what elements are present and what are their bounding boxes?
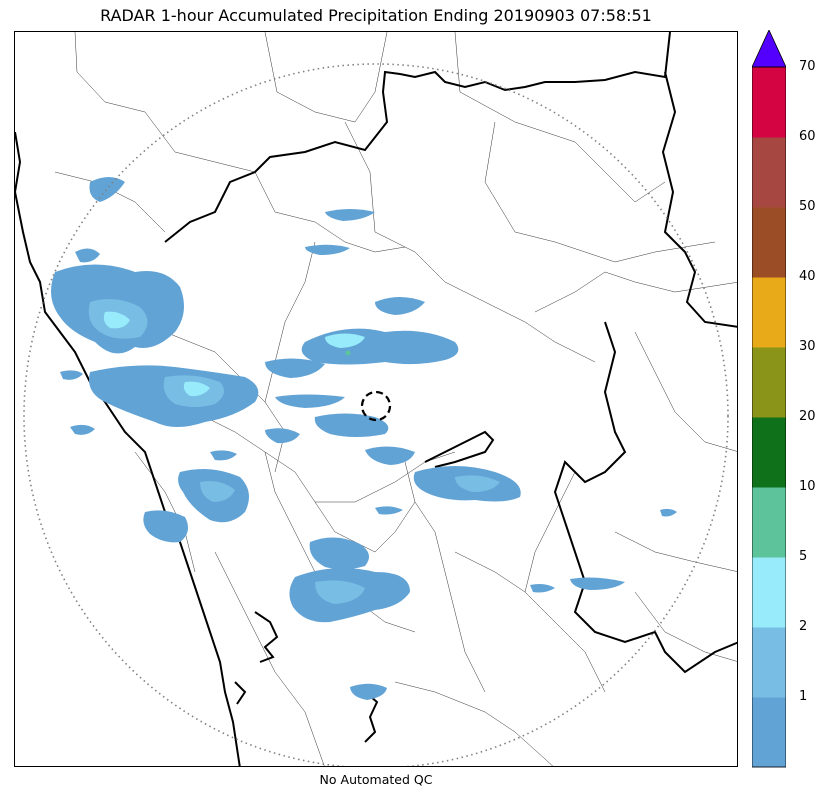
colorbar-segment [752, 207, 786, 278]
district-boundaries [54, 32, 737, 766]
map-svg [15, 32, 737, 766]
colorbar-tick-label: 1 [799, 689, 808, 704]
colorbar-segment [752, 277, 786, 348]
colorbar-tick-label: 70 [799, 59, 816, 74]
colorbar [752, 30, 786, 768]
colorbar-segment [752, 347, 786, 418]
colorbar-outline [752, 66, 786, 768]
colorbar-segment [752, 67, 786, 138]
colorbar-segments [752, 67, 786, 768]
radar-site-marker [360, 390, 392, 422]
colorbar-tick-label: 60 [799, 129, 816, 144]
map-panel [14, 31, 738, 767]
qc-label: No Automated QC [319, 772, 433, 787]
range-ring [23, 63, 729, 766]
colorbar-segment [752, 417, 786, 488]
colorbar-segment [752, 697, 786, 768]
colorbar-tick-label: 10 [799, 479, 816, 494]
colorbar-tick-label: 40 [799, 269, 816, 284]
colorbar-segment [752, 137, 786, 208]
colorbar-tick-label: 5 [799, 549, 808, 564]
colorbar-segment [752, 487, 786, 558]
colorbar-segment [752, 557, 786, 628]
state-boundaries [15, 32, 737, 766]
precipitation-field [51, 177, 677, 700]
colorbar-segment [752, 627, 786, 698]
colorbar-tick-label: 30 [799, 339, 816, 354]
colorbar-extend-arrow [752, 30, 786, 68]
figure-title: RADAR 1-hour Accumulated Precipitation E… [100, 6, 652, 25]
colorbar-tick-label: 50 [799, 199, 816, 214]
colorbar-tick-label: 20 [799, 409, 816, 424]
colorbar-tick-label: 2 [799, 619, 808, 634]
